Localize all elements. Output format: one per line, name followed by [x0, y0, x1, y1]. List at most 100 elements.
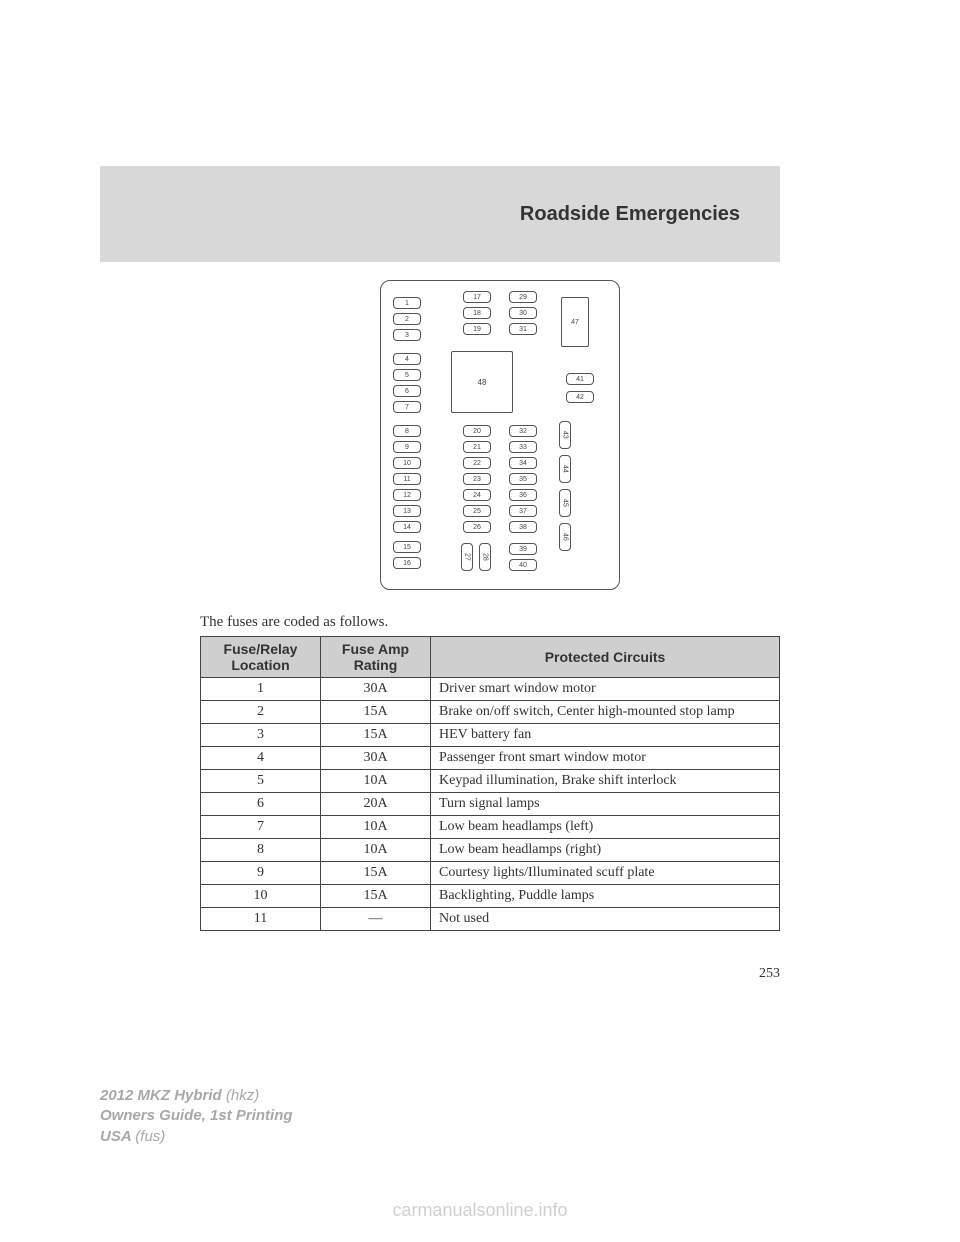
fuse-1: 1: [393, 297, 421, 309]
fuse-3: 3: [393, 329, 421, 341]
fuse-43: 43: [559, 421, 571, 449]
cell-amp: 30A: [321, 678, 431, 701]
cell-loc: 7: [201, 816, 321, 839]
header-band: Roadside Emergencies: [100, 166, 780, 262]
page: Roadside Emergencies 1 2 3 4 5 6 7 8 9 1…: [0, 0, 960, 1242]
cell-circ: Keypad illumination, Brake shift interlo…: [431, 770, 780, 793]
th-circuits: Protected Circuits: [431, 637, 780, 678]
fuse-table: Fuse/Relay Location Fuse Amp Rating Prot…: [200, 636, 780, 931]
fuse-22: 22: [463, 457, 491, 469]
cell-loc: 4: [201, 747, 321, 770]
table-row: 915ACourtesy lights/Illuminated scuff pl…: [201, 862, 780, 885]
fuse-20: 20: [463, 425, 491, 437]
fuse-10: 10: [393, 457, 421, 469]
fuse-15: 15: [393, 541, 421, 553]
fuse-33: 33: [509, 441, 537, 453]
fuse-26: 26: [463, 521, 491, 533]
table-row: 130ADriver smart window motor: [201, 678, 780, 701]
footer: 2012 MKZ Hybrid (hkz) Owners Guide, 1st …: [100, 1086, 293, 1147]
fuse-27: 27: [461, 543, 473, 571]
footer-model: 2012 MKZ Hybrid: [100, 1087, 222, 1104]
footer-region-code: (fus): [135, 1128, 165, 1145]
table-row: 11—Not used: [201, 908, 780, 931]
cell-loc: 6: [201, 793, 321, 816]
cell-circ: Driver smart window motor: [431, 678, 780, 701]
fuse-24: 24: [463, 489, 491, 501]
table-row: 215ABrake on/off switch, Center high-mou…: [201, 701, 780, 724]
fuse-2: 2: [393, 313, 421, 325]
fuse-16: 16: [393, 557, 421, 569]
fuse-11: 11: [393, 473, 421, 485]
cell-circ: HEV battery fan: [431, 724, 780, 747]
fuse-14: 14: [393, 521, 421, 533]
footer-region: USA: [100, 1128, 131, 1145]
th-amp: Fuse Amp Rating: [321, 637, 431, 678]
cell-circ: Low beam headlamps (right): [431, 839, 780, 862]
fuse-30: 30: [509, 307, 537, 319]
fuse-6: 6: [393, 385, 421, 397]
cell-circ: Turn signal lamps: [431, 793, 780, 816]
table-row: 510AKeypad illumination, Brake shift int…: [201, 770, 780, 793]
table-row: 620ATurn signal lamps: [201, 793, 780, 816]
fuse-40: 40: [509, 559, 537, 571]
table-row: 710ALow beam headlamps (left): [201, 816, 780, 839]
cell-loc: 9: [201, 862, 321, 885]
footer-line-2: Owners Guide, 1st Printing: [100, 1106, 293, 1126]
cell-circ: Not used: [431, 908, 780, 931]
fuse-19: 19: [463, 323, 491, 335]
cell-circ: Low beam headlamps (left): [431, 816, 780, 839]
cell-circ: Courtesy lights/Illuminated scuff plate: [431, 862, 780, 885]
cell-amp: 15A: [321, 885, 431, 908]
cell-loc: 2: [201, 701, 321, 724]
cell-circ: Passenger front smart window motor: [431, 747, 780, 770]
cell-amp: 15A: [321, 701, 431, 724]
fuse-9: 9: [393, 441, 421, 453]
fuse-25: 25: [463, 505, 491, 517]
cell-loc: 10: [201, 885, 321, 908]
fuse-5: 5: [393, 369, 421, 381]
cell-loc: 8: [201, 839, 321, 862]
cell-circ: Brake on/off switch, Center high-mounted…: [431, 701, 780, 724]
footer-line-3: USA (fus): [100, 1127, 293, 1147]
fuse-48: 48: [451, 351, 513, 413]
table-header-row: Fuse/Relay Location Fuse Amp Rating Prot…: [201, 637, 780, 678]
fuse-23: 23: [463, 473, 491, 485]
fuse-37: 37: [509, 505, 537, 517]
cell-amp: 10A: [321, 770, 431, 793]
cell-loc: 11: [201, 908, 321, 931]
fuse-47: 47: [561, 297, 589, 347]
fuse-32: 32: [509, 425, 537, 437]
section-title: Roadside Emergencies: [520, 203, 740, 226]
table-row: 430APassenger front smart window motor: [201, 747, 780, 770]
cell-loc: 5: [201, 770, 321, 793]
fuse-39: 39: [509, 543, 537, 555]
fuse-35: 35: [509, 473, 537, 485]
fuse-34: 34: [509, 457, 537, 469]
cell-amp: 10A: [321, 816, 431, 839]
cell-amp: —: [321, 908, 431, 931]
fuse-8: 8: [393, 425, 421, 437]
table-row: 315AHEV battery fan: [201, 724, 780, 747]
fuse-44: 44: [559, 455, 571, 483]
table-row: 1015ABacklighting, Puddle lamps: [201, 885, 780, 908]
fuse-7: 7: [393, 401, 421, 413]
fuse-box-diagram: 1 2 3 4 5 6 7 8 9 10 11 12 13 14 15 16 1…: [380, 280, 620, 590]
cell-loc: 3: [201, 724, 321, 747]
fuse-18: 18: [463, 307, 491, 319]
fuse-46: 46: [559, 523, 571, 551]
page-number: 253: [759, 966, 780, 982]
cell-amp: 20A: [321, 793, 431, 816]
fuse-38: 38: [509, 521, 537, 533]
th-location: Fuse/Relay Location: [201, 637, 321, 678]
intro-text: The fuses are coded as follows.: [200, 614, 388, 631]
cell-amp: 10A: [321, 839, 431, 862]
fuse-28: 28: [479, 543, 491, 571]
fuse-4: 4: [393, 353, 421, 365]
fuse-13: 13: [393, 505, 421, 517]
cell-loc: 1: [201, 678, 321, 701]
cell-circ: Backlighting, Puddle lamps: [431, 885, 780, 908]
table-row: 810ALow beam headlamps (right): [201, 839, 780, 862]
cell-amp: 15A: [321, 862, 431, 885]
fuse-31: 31: [509, 323, 537, 335]
fuse-29: 29: [509, 291, 537, 303]
